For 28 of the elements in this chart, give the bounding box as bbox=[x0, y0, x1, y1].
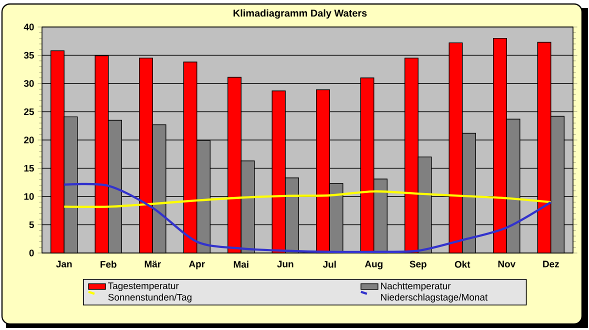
x-tick-label: Okt bbox=[454, 260, 470, 268]
chart-title: Klimadiagramm Daly Waters bbox=[234, 9, 367, 19]
legend-label: Tagestemperatur bbox=[108, 282, 179, 292]
x-tick-label: Apr bbox=[188, 260, 205, 270]
y-tick-label: 35 bbox=[24, 52, 34, 59]
legend-label: Sonnenstunden/Tag bbox=[108, 294, 192, 302]
y-tick-label: 10 bbox=[24, 193, 34, 200]
legend-label: Niederschlagstage/Monat bbox=[381, 294, 488, 302]
x-tick-label: Mai bbox=[234, 260, 248, 268]
x-tick-label: Jun bbox=[277, 260, 294, 268]
x-tick-label: Nov bbox=[498, 260, 516, 268]
x-tick-label: Dez bbox=[543, 260, 559, 268]
legend-label: Nachttemperatur bbox=[381, 282, 451, 292]
y-tick-label: 30 bbox=[24, 80, 34, 87]
y-tick-label: 40 bbox=[24, 24, 34, 30]
x-tick-label: Sep bbox=[410, 260, 426, 270]
line-series bbox=[63, 182, 552, 254]
y-tick-label: 5 bbox=[29, 221, 34, 228]
y-tick-label: 20 bbox=[24, 136, 34, 144]
x-tick-label: Jan bbox=[56, 260, 72, 268]
x-tick-label: Jul bbox=[322, 260, 336, 268]
x-tick-label: Aug bbox=[364, 260, 382, 270]
x-tick-label: Feb bbox=[100, 260, 116, 268]
y-tick-label: 0 bbox=[29, 250, 34, 256]
x-tick-label: Mär bbox=[144, 260, 161, 268]
y-tick-label: 15 bbox=[24, 164, 34, 172]
y-tick-label: 25 bbox=[24, 108, 34, 116]
line-series bbox=[63, 190, 552, 208]
